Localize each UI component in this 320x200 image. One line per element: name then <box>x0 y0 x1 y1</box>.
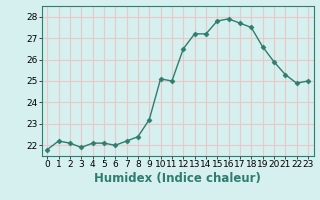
X-axis label: Humidex (Indice chaleur): Humidex (Indice chaleur) <box>94 172 261 185</box>
